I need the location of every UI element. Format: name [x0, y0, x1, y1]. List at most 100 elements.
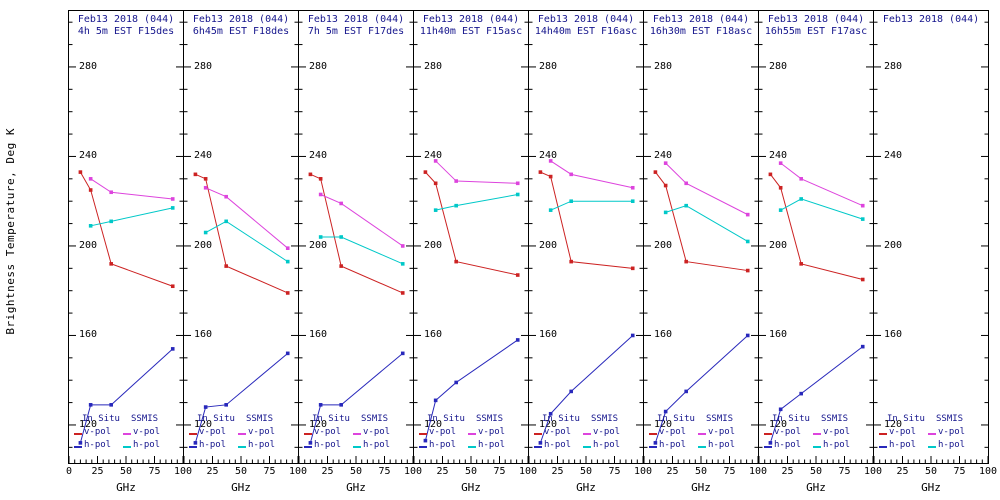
x-tick-label: 75 [378, 466, 391, 477]
series-in-situ-v-pol-marker [285, 291, 290, 295]
x-axis-label: GHz [576, 481, 596, 494]
legend-label-in-situ-v-pol: v-pol [659, 427, 687, 437]
legend-label-ssmis-v-pol: v-pol [593, 427, 621, 437]
panel-title-date: Feb13 2018 (044) [422, 14, 520, 25]
series-ssmis-h-pol-line [205, 220, 289, 263]
series-in-situ-h-pol-marker [768, 441, 773, 445]
legend-label-in-situ-h-pol: h-pol [314, 440, 342, 450]
series-in-situ-h-pol-marker [224, 403, 228, 407]
y-tick-label: 200 [769, 239, 788, 251]
series-in-situ-v-pol-marker [799, 262, 803, 266]
y-tick-label: 160 [79, 329, 98, 341]
legend-swatch-in-situ-h-pol [764, 446, 772, 448]
series-in-situ-h-pol-marker [285, 351, 290, 356]
series-in-situ-h-pol-marker [109, 403, 113, 407]
legend-header-ssmis: SSMIS [361, 414, 389, 424]
legend-swatch-in-situ-h-pol [534, 446, 542, 448]
legend: In Situ SSMIS v-pol v-pol h-pol h-pol [644, 414, 758, 453]
x-tick-label: 25 [781, 466, 794, 477]
series-in-situ-h-pol-marker [400, 351, 405, 356]
series-ssmis-h-pol-marker [109, 219, 113, 224]
y-tick-label: 200 [884, 239, 903, 251]
legend-swatch-in-situ-h-pol [879, 446, 887, 448]
series-in-situ-h-pol-line [654, 335, 749, 444]
series-in-situ-v-pol-marker [308, 172, 313, 177]
x-tick-label: 50 [579, 466, 593, 477]
legend-label-in-situ-h-pol: h-pol [429, 440, 457, 450]
series-in-situ-v-pol-marker [88, 188, 93, 192]
series-in-situ-h-pol-marker [569, 389, 573, 394]
legend-label-ssmis-h-pol: h-pol [133, 440, 161, 450]
y-tick-label: 200 [424, 239, 443, 251]
legend-label-in-situ-h-pol: h-pol [774, 440, 802, 450]
legend-label-ssmis-h-pol: h-pol [363, 440, 391, 450]
series-in-situ-v-pol-marker [78, 170, 83, 174]
legend-swatch-in-situ-h-pol [74, 446, 82, 448]
x-tick-label: 50 [234, 466, 248, 477]
legend-label-in-situ-v-pol: v-pol [314, 427, 342, 437]
y-tick-label: 200 [539, 239, 558, 251]
y-tick-label: 280 [539, 60, 558, 72]
series-ssmis-h-pol-marker [548, 208, 553, 212]
x-tick-label: 75 [493, 466, 506, 477]
x-tick-label: 100 [288, 466, 308, 477]
series-ssmis-h-pol-marker [285, 259, 290, 264]
series-in-situ-h-pol-marker [860, 344, 865, 349]
legend-label-in-situ-v-pol: v-pol [889, 427, 917, 437]
legend: In Situ SSMIS v-pol v-pol h-pol h-pol [184, 414, 298, 453]
legend-label-ssmis-v-pol: v-pol [478, 427, 506, 437]
series-ssmis-v-pol-marker [569, 172, 573, 177]
legend-swatch-in-situ-v-pol [649, 433, 657, 435]
legend-label-in-situ-v-pol: v-pol [429, 427, 457, 437]
series-ssmis-h-pol-marker [745, 239, 750, 244]
chart-panel: Feb13 2018 (044) 14h40m EST F16asc 120 160 2… [528, 10, 652, 494]
series-ssmis-v-pol-line [780, 162, 863, 207]
series-ssmis-v-pol-marker [170, 197, 175, 201]
y-tick-label: 240 [194, 150, 213, 162]
legend-label-in-situ-v-pol: v-pol [84, 427, 112, 437]
series-in-situ-v-pol-marker [663, 183, 668, 188]
series-in-situ-v-pol-marker [318, 177, 323, 181]
legend-headers: In Situ SSMIS [529, 414, 643, 427]
x-axis-label: GHz [346, 481, 366, 494]
series-in-situ-v-pol-marker [745, 268, 750, 273]
y-tick-label: 240 [539, 150, 558, 162]
legend-label-ssmis-v-pol: v-pol [708, 427, 736, 437]
x-axis-label: GHz [116, 481, 136, 494]
x-tick-label: 50 [464, 466, 478, 477]
series-ssmis-h-pol-line [90, 207, 173, 227]
legend-swatch-ssmis-h-pol [583, 446, 591, 448]
legend-swatch-in-situ-v-pol [534, 433, 542, 435]
panel-title-pass: 16h30m EST F18asc [649, 26, 753, 37]
x-axis-label: GHz [461, 481, 481, 494]
series-in-situ-v-pol-line [655, 171, 748, 272]
y-tick-label: 120 [424, 418, 443, 430]
series-ssmis-v-pol-line [665, 162, 748, 216]
plot-area [184, 21, 298, 463]
series-ssmis-v-pol-marker [454, 179, 458, 183]
legend-label-in-situ-h-pol: h-pol [659, 440, 687, 450]
series-ssmis-v-pol-marker [285, 246, 290, 250]
series-ssmis-v-pol-marker [318, 192, 323, 197]
legend-label-ssmis-v-pol: v-pol [363, 427, 391, 437]
legend-label-ssmis-h-pol: h-pol [708, 440, 736, 450]
series-ssmis-v-pol-line [435, 160, 518, 184]
series-in-situ-v-pol-marker [423, 170, 428, 174]
legend: In Situ SSMIS v-pol v-pol h-pol h-pol [759, 414, 873, 453]
plot-area [299, 21, 413, 463]
legend-label-in-situ-h-pol: h-pol [544, 440, 572, 450]
legend-swatch-ssmis-v-pol [698, 433, 706, 435]
legend-label-in-situ-h-pol: h-pol [84, 440, 112, 450]
legend-label-ssmis-v-pol: v-pol [938, 427, 966, 437]
series-ssmis-h-pol-marker [663, 210, 668, 215]
legend-label-ssmis-v-pol: v-pol [248, 427, 276, 437]
y-tick-label: 280 [769, 60, 788, 72]
legend-swatch-in-situ-v-pol [419, 433, 427, 435]
series-in-situ-h-pol-marker [339, 403, 343, 407]
series-ssmis-h-pol-marker [88, 224, 93, 228]
legend-swatch-in-situ-v-pol [189, 433, 197, 435]
series-in-situ-h-pol-line [194, 352, 289, 443]
series-ssmis-v-pol-marker [224, 194, 228, 199]
series-in-situ-h-pol-marker [308, 441, 313, 445]
legend-header-in-situ: In Situ [197, 414, 235, 424]
